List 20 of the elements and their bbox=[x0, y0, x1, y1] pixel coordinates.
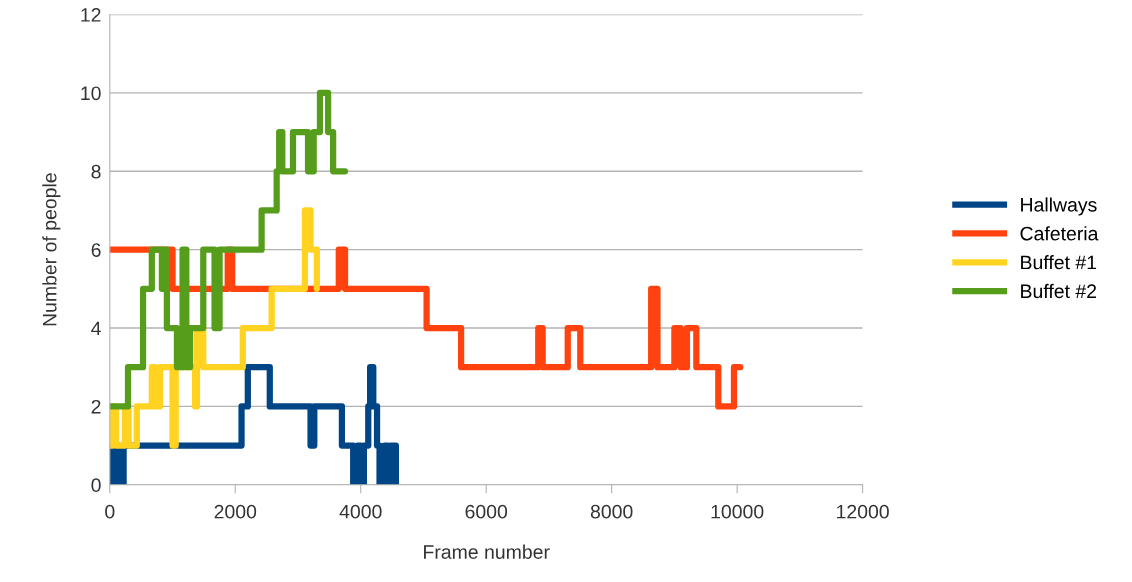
x-tick-label: 6000 bbox=[465, 504, 508, 519]
x-tick-label: 8000 bbox=[590, 504, 633, 519]
legend-label: Buffet #2 bbox=[1021, 283, 1097, 299]
legend-label: Cafeteria bbox=[1020, 226, 1099, 241]
y-tick-label: 2 bbox=[91, 399, 101, 414]
y-tick-label: 8 bbox=[91, 164, 101, 179]
x-tick-label: 2000 bbox=[214, 504, 257, 519]
y-tick-label: 0 bbox=[91, 478, 101, 493]
legend-label: Buffet #1 bbox=[1021, 255, 1097, 270]
legend-label: Hallways bbox=[1021, 197, 1097, 216]
y-tick-label: 10 bbox=[81, 86, 101, 101]
x-tick-label: 10000 bbox=[711, 504, 764, 519]
y-tick-label: 12 bbox=[81, 8, 101, 22]
x-tick-label: 4000 bbox=[339, 504, 382, 519]
x-tick-label: 12000 bbox=[837, 504, 889, 519]
x-tick-label: 0 bbox=[105, 504, 115, 519]
y-tick-label: 4 bbox=[91, 321, 101, 336]
x-axis-title: Frame number bbox=[424, 544, 550, 559]
y-axis-title: Number of people bbox=[42, 173, 61, 326]
y-tick-label: 6 bbox=[91, 243, 101, 257]
